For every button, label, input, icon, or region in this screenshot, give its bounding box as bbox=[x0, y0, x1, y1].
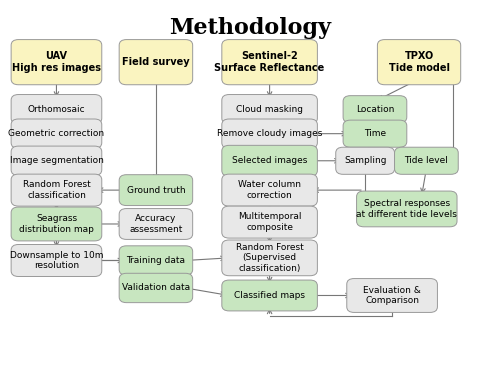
Text: Downsample to 10m
resolution: Downsample to 10m resolution bbox=[10, 251, 103, 270]
Text: Remove cloudy images: Remove cloudy images bbox=[217, 129, 322, 138]
FancyBboxPatch shape bbox=[222, 174, 318, 206]
Text: Spectral responses
at different tide levels: Spectral responses at different tide lev… bbox=[356, 199, 457, 218]
FancyBboxPatch shape bbox=[119, 40, 192, 85]
FancyBboxPatch shape bbox=[11, 146, 102, 175]
FancyBboxPatch shape bbox=[222, 40, 318, 85]
Text: TPXO
Tide model: TPXO Tide model bbox=[388, 51, 450, 73]
FancyBboxPatch shape bbox=[378, 40, 460, 85]
Text: Training data: Training data bbox=[126, 256, 186, 265]
Text: Seagrass
distribution map: Seagrass distribution map bbox=[19, 214, 94, 234]
FancyBboxPatch shape bbox=[11, 207, 102, 241]
Text: Cloud masking: Cloud masking bbox=[236, 105, 303, 114]
FancyBboxPatch shape bbox=[222, 280, 318, 311]
FancyBboxPatch shape bbox=[336, 147, 394, 174]
Text: Classified maps: Classified maps bbox=[234, 291, 305, 300]
FancyBboxPatch shape bbox=[222, 240, 318, 276]
Text: Random Forest
(Supervised
classification): Random Forest (Supervised classification… bbox=[236, 243, 304, 273]
Text: Evaluation &
Comparison: Evaluation & Comparison bbox=[363, 286, 421, 305]
FancyBboxPatch shape bbox=[222, 145, 318, 176]
Text: Geometric correction: Geometric correction bbox=[8, 129, 104, 138]
FancyBboxPatch shape bbox=[119, 209, 192, 239]
FancyBboxPatch shape bbox=[356, 191, 457, 227]
FancyBboxPatch shape bbox=[222, 94, 318, 124]
Text: Validation data: Validation data bbox=[122, 283, 190, 293]
FancyBboxPatch shape bbox=[222, 119, 318, 148]
FancyBboxPatch shape bbox=[119, 175, 192, 205]
FancyBboxPatch shape bbox=[11, 40, 102, 85]
Text: Water column
correction: Water column correction bbox=[238, 180, 301, 200]
Text: Image segmentation: Image segmentation bbox=[10, 156, 104, 165]
Text: Tide level: Tide level bbox=[404, 156, 448, 165]
FancyBboxPatch shape bbox=[119, 246, 192, 275]
Text: UAV
High res images: UAV High res images bbox=[12, 51, 101, 73]
FancyBboxPatch shape bbox=[119, 273, 192, 303]
Text: Sentinel-2
Surface Reflectance: Sentinel-2 Surface Reflectance bbox=[214, 51, 324, 73]
FancyBboxPatch shape bbox=[347, 278, 438, 313]
Text: Sampling: Sampling bbox=[344, 156, 387, 165]
FancyBboxPatch shape bbox=[11, 174, 102, 206]
Text: Location: Location bbox=[356, 105, 394, 114]
Text: Multitemporal
composite: Multitemporal composite bbox=[238, 212, 302, 232]
FancyBboxPatch shape bbox=[343, 120, 407, 147]
Text: Random Forest
classification: Random Forest classification bbox=[22, 180, 90, 200]
Text: Selected images: Selected images bbox=[232, 156, 308, 165]
FancyBboxPatch shape bbox=[11, 245, 102, 276]
FancyBboxPatch shape bbox=[11, 94, 102, 124]
FancyBboxPatch shape bbox=[394, 147, 458, 174]
FancyBboxPatch shape bbox=[343, 96, 407, 123]
Text: Time: Time bbox=[364, 129, 386, 138]
Text: Accuracy
assessment: Accuracy assessment bbox=[129, 214, 182, 234]
FancyBboxPatch shape bbox=[222, 206, 318, 238]
Text: Methodology: Methodology bbox=[169, 17, 331, 39]
Text: Ground truth: Ground truth bbox=[126, 185, 185, 195]
Text: Field survey: Field survey bbox=[122, 57, 190, 67]
Text: Orthomosaic: Orthomosaic bbox=[28, 105, 86, 114]
FancyBboxPatch shape bbox=[11, 119, 102, 148]
